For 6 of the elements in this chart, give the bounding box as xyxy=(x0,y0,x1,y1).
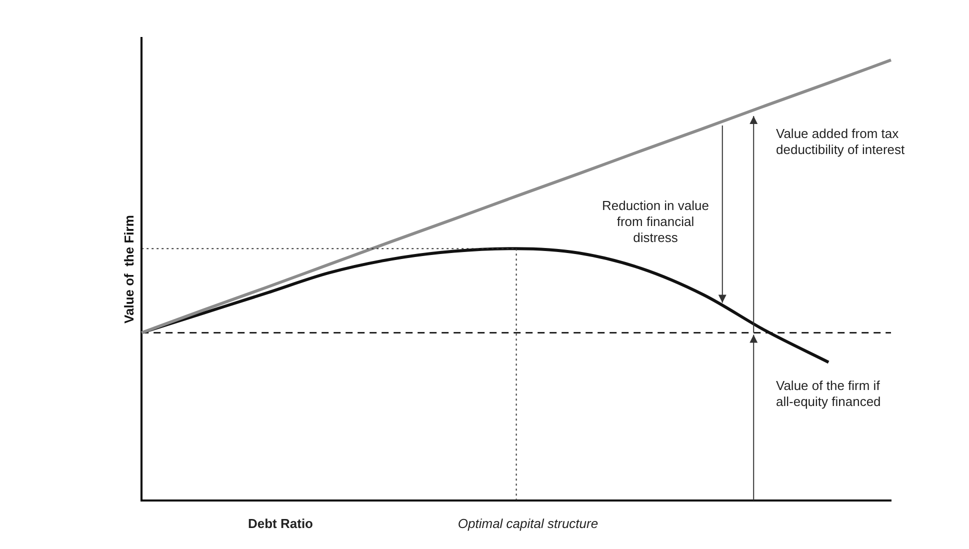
text: Optimal capital structure xyxy=(456,516,600,532)
annotation: Value added from tax deductibility of interest xyxy=(776,126,906,158)
y-axis-title: Value of the Firm xyxy=(121,215,136,324)
x-axis-title: Debt Ratio xyxy=(248,516,313,531)
annotation: Value of the firm if all-equity financed xyxy=(776,378,882,410)
annotation: Reduction in value from financial distress xyxy=(601,198,710,246)
